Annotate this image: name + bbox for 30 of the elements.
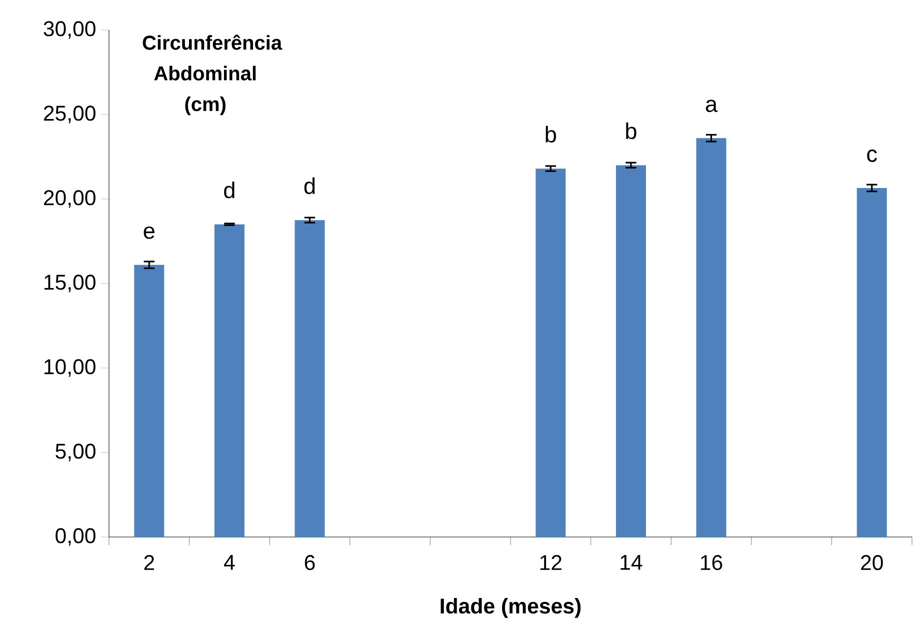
annotation: d: [304, 177, 315, 194]
y-tick-label: 0,00: [56, 528, 96, 546]
y-tick-label: 10,00: [44, 359, 96, 377]
y-tick-label: 20,00: [44, 190, 96, 208]
y-tick-label: 25,00: [44, 106, 96, 124]
x-axis-title: Idade (meses): [440, 598, 581, 618]
annotation: b: [546, 126, 556, 143]
bar: [616, 165, 646, 537]
x-tick-label: 12: [540, 555, 562, 570]
bar: [294, 220, 325, 537]
annotation: c: [867, 150, 877, 162]
x-tick-label: 20: [861, 555, 883, 570]
bar: [536, 168, 566, 537]
y-axis-title: Circunferência Abdominal (cm): [142, 34, 282, 116]
y-tick-label: 15,00: [44, 274, 96, 292]
x-tick-label: 2: [144, 555, 154, 570]
y-tick-label: 5,00: [56, 444, 96, 462]
bar: [134, 264, 164, 537]
x-tick-label: 6: [304, 555, 315, 570]
annotation: a: [706, 100, 718, 112]
y-tick-label: 30,00: [44, 21, 96, 39]
bar: [214, 224, 244, 537]
x-tick-label: 14: [620, 555, 642, 570]
x-tick-label: 4: [224, 555, 235, 570]
bar: [856, 188, 887, 537]
annotation: d: [224, 182, 234, 198]
annotation: b: [626, 122, 636, 140]
x-tick-label: 16: [701, 555, 722, 570]
bar: [696, 138, 726, 537]
annotation: e: [144, 226, 154, 239]
